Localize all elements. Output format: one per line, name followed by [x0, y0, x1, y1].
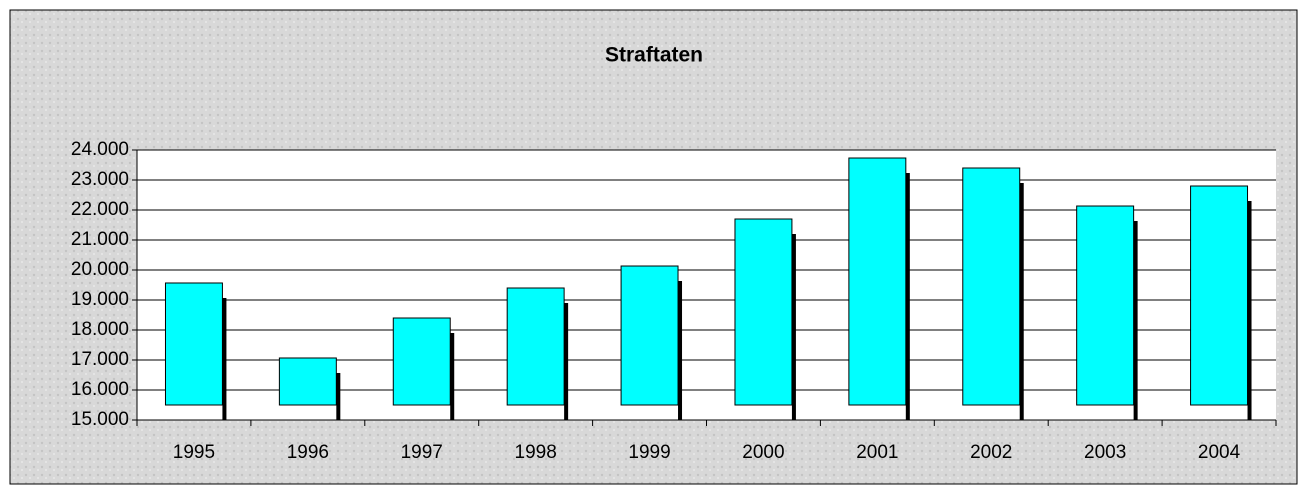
- bar-shadow: [678, 281, 683, 420]
- y-tick-label: 19.000: [71, 289, 129, 310]
- y-tick-label: 21.000: [71, 229, 129, 250]
- bar: [1076, 205, 1135, 406]
- y-tick-label: 18.000: [71, 319, 129, 340]
- x-tick-label: 1998: [515, 442, 557, 463]
- bar: [278, 357, 337, 406]
- y-tick-label: 15.000: [71, 409, 129, 430]
- x-tick-label: 2002: [970, 442, 1012, 463]
- y-tick-label: 23.000: [71, 169, 129, 190]
- bar-shadow: [791, 234, 796, 420]
- bar: [848, 157, 907, 406]
- x-tick-label: 2000: [742, 442, 784, 463]
- bar: [1190, 185, 1249, 406]
- x-tick-label: 1996: [287, 442, 329, 463]
- bar-shadow: [564, 303, 569, 420]
- bar-shadow: [1019, 183, 1024, 420]
- y-tick-label: 20.000: [71, 259, 129, 280]
- bar-shadow: [222, 297, 227, 420]
- x-tick-label: 1995: [173, 442, 215, 463]
- x-tick-label: 2001: [856, 442, 898, 463]
- y-tick-label: 17.000: [71, 349, 129, 370]
- x-tick-label: 1999: [628, 442, 670, 463]
- bar: [734, 218, 793, 406]
- y-tick-label: 24.000: [71, 139, 129, 160]
- chart-title: Straftaten: [605, 44, 703, 67]
- bar-shadow: [1247, 201, 1252, 420]
- bar-shadow: [450, 333, 455, 420]
- bar: [164, 282, 223, 406]
- y-tick-label: 16.000: [71, 379, 129, 400]
- x-tick-label: 2003: [1084, 442, 1126, 463]
- y-tick-label: 22.000: [71, 199, 129, 220]
- bar: [620, 265, 679, 406]
- bar: [392, 317, 451, 406]
- bar: [506, 287, 565, 406]
- bar-shadow: [905, 173, 910, 420]
- x-tick-label: 1997: [401, 442, 443, 463]
- x-tick-label: 2004: [1198, 442, 1241, 463]
- bar-shadow: [336, 372, 341, 420]
- bar-shadow: [1133, 221, 1138, 420]
- bar: [962, 167, 1021, 406]
